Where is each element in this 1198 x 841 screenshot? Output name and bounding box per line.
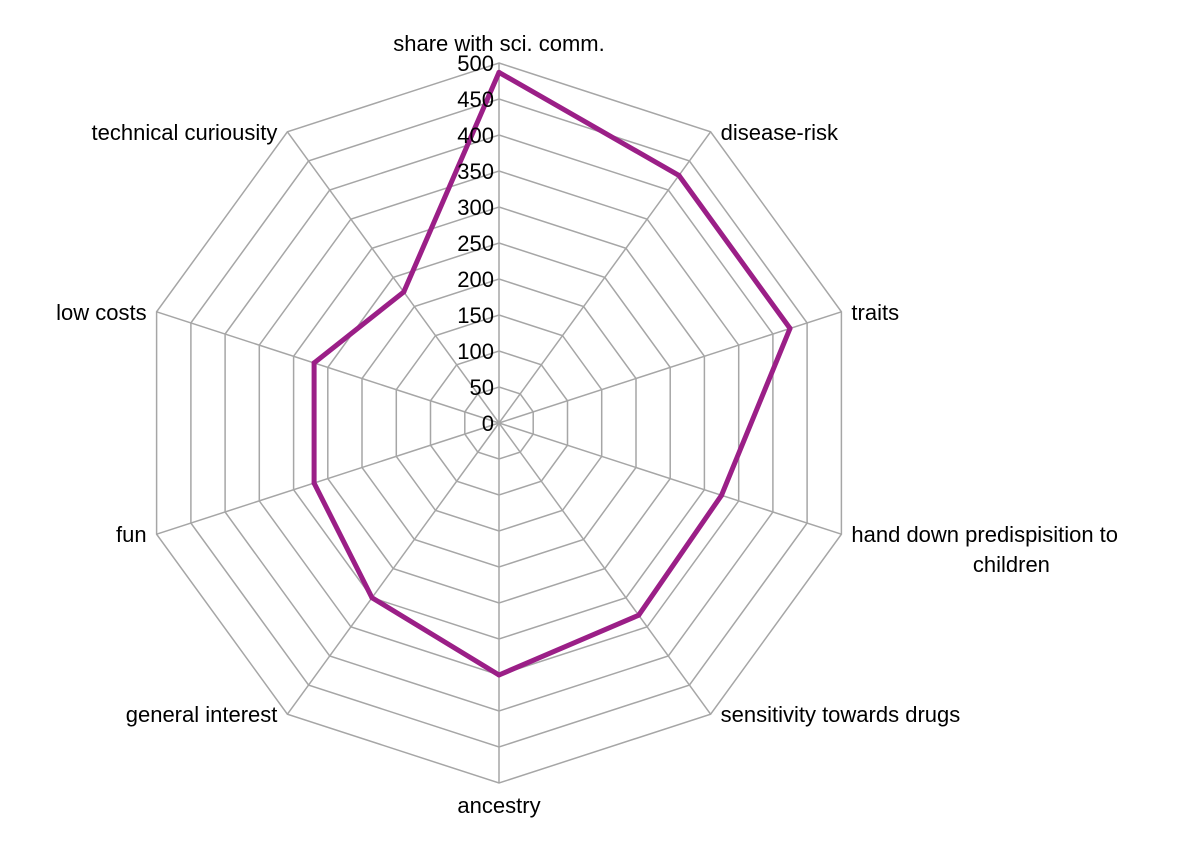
tick-label-500: 500 bbox=[457, 51, 494, 76]
category-label-3: hand down predispisition to children bbox=[851, 522, 1118, 577]
data-point-1 bbox=[676, 172, 682, 178]
tick-label-400: 400 bbox=[457, 123, 494, 148]
spoke-7 bbox=[156, 422, 500, 535]
spoke-6 bbox=[286, 422, 500, 715]
data-point-3 bbox=[719, 492, 724, 498]
category-label-1: disease-risk bbox=[721, 120, 839, 145]
radial-tick-labels: 0 50 100 150 200 250 300 350 400 450 500 bbox=[457, 51, 494, 436]
spoke-3 bbox=[498, 422, 842, 535]
data-point-0 bbox=[496, 69, 502, 75]
category-label-9: technical curiousity bbox=[92, 120, 278, 145]
category-label-8: low costs bbox=[56, 300, 146, 325]
spoke-8 bbox=[156, 311, 500, 424]
category-label-4: sensitivity towards drugs bbox=[721, 702, 961, 727]
data-point-8 bbox=[311, 360, 317, 366]
tick-label-150: 150 bbox=[457, 303, 494, 328]
category-label-6: general interest bbox=[126, 702, 278, 727]
spoke-9 bbox=[286, 131, 500, 424]
tick-label-50: 50 bbox=[470, 375, 494, 400]
spoke-4 bbox=[498, 422, 712, 715]
category-labels: share with sci. comm. disease-risk traits h… bbox=[56, 31, 1118, 818]
spoke-2 bbox=[498, 311, 842, 424]
tick-label-250: 250 bbox=[457, 231, 494, 256]
category-label-5: ancestry bbox=[457, 793, 540, 818]
tick-label-0: 0 bbox=[482, 411, 494, 436]
category-label-0: share with sci. comm. bbox=[393, 31, 605, 56]
category-label-2: traits bbox=[851, 300, 899, 325]
tick-label-100: 100 bbox=[457, 339, 494, 364]
spoke-1 bbox=[498, 131, 712, 424]
data-point-6 bbox=[369, 595, 375, 601]
radar-series bbox=[311, 69, 793, 678]
tick-label-450: 450 bbox=[457, 87, 494, 112]
data-point-5 bbox=[496, 672, 502, 678]
data-point-4 bbox=[636, 612, 642, 618]
tick-label-300: 300 bbox=[457, 195, 494, 220]
data-point-2 bbox=[787, 325, 793, 331]
series-line-0 bbox=[311, 69, 793, 678]
data-point-7 bbox=[311, 480, 317, 486]
tick-label-200: 200 bbox=[457, 267, 494, 292]
radar-spokes bbox=[156, 63, 842, 783]
category-label-7: fun bbox=[116, 522, 147, 547]
tick-label-350: 350 bbox=[457, 159, 494, 184]
data-point-9 bbox=[401, 289, 407, 295]
